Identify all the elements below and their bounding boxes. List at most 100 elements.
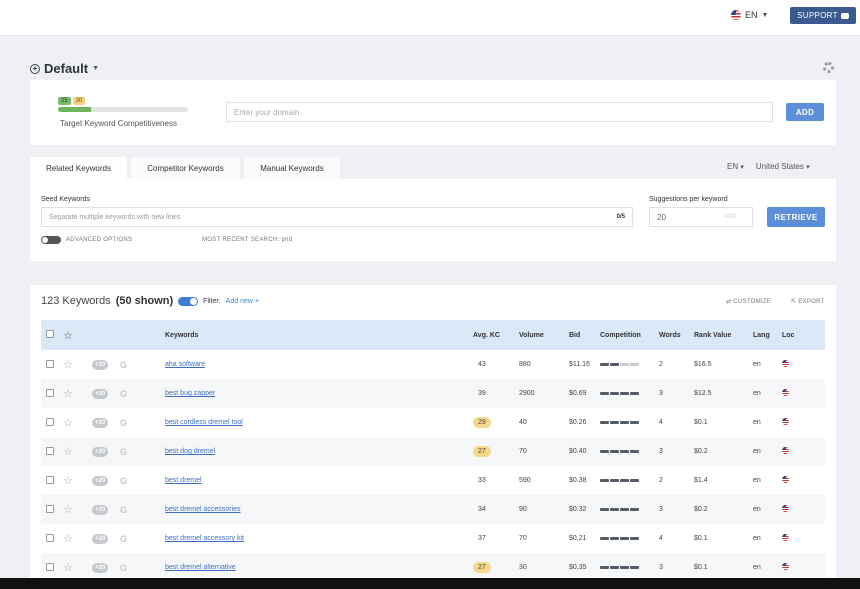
google-icon[interactable]: G: [120, 504, 128, 515]
keyword-link[interactable]: best dremel: [165, 477, 202, 484]
row-checkbox[interactable]: [46, 504, 54, 513]
add-20-icon[interactable]: +20: [92, 388, 109, 399]
lang-value: en: [753, 448, 761, 455]
add-20-icon[interactable]: +20: [92, 446, 109, 457]
filter-toggle[interactable]: [178, 296, 199, 306]
export-button[interactable]: ⇱ EXPORT: [791, 299, 825, 305]
keyword-link[interactable]: best dremel accessory kit: [165, 535, 244, 542]
google-icon[interactable]: G: [120, 417, 128, 428]
project-selector[interactable]: + Default ▼: [30, 61, 99, 76]
seed-keywords-input[interactable]: Separate multiple keywords with new line…: [41, 207, 633, 227]
competition-segment: [600, 537, 609, 540]
select-all-checkbox[interactable]: [46, 330, 54, 338]
support-button[interactable]: SUPPORT: [790, 7, 856, 24]
google-icon[interactable]: G: [120, 359, 128, 370]
tab-competitor-keywords[interactable]: Competitor Keywords: [131, 157, 240, 179]
row-checkbox[interactable]: [46, 446, 54, 455]
row-checkbox[interactable]: [46, 417, 54, 426]
words-value: 2: [659, 361, 663, 368]
col-competition[interactable]: Competition: [600, 331, 641, 339]
suggestions-label: Suggestions per keyword: [649, 196, 728, 203]
col-words[interactable]: Words: [659, 331, 681, 339]
star-icon[interactable]: ☆: [63, 504, 73, 516]
suggestions-input[interactable]: 20 /400: [649, 207, 753, 227]
words-value: 3: [659, 448, 663, 455]
tab-manual-keywords[interactable]: Manual Keywords: [244, 157, 340, 179]
col-loc[interactable]: Loc: [782, 331, 795, 339]
keyword-link[interactable]: best bug zapper: [165, 390, 216, 397]
star-icon[interactable]: ☆: [63, 533, 73, 545]
us-flag-icon: [782, 505, 789, 512]
row-checkbox[interactable]: [46, 533, 54, 542]
advanced-options-label[interactable]: ADVANCED OPTIONS: [66, 237, 133, 243]
row-checkbox[interactable]: [46, 359, 54, 368]
keyword-link[interactable]: best dremel alternative: [165, 564, 236, 571]
chevron-down-icon: ▾: [806, 164, 810, 171]
google-icon[interactable]: G: [120, 446, 128, 457]
rank-value: $12.5: [694, 390, 712, 397]
col-lang[interactable]: Lang: [753, 331, 770, 339]
col-rank-value[interactable]: Rank Value: [694, 331, 732, 339]
keyword-link[interactable]: best dremel accessories: [165, 506, 241, 513]
bid-value: $0.32: [569, 506, 587, 513]
row-checkbox[interactable]: [46, 388, 54, 397]
add-button[interactable]: ADD: [786, 103, 824, 121]
google-icon[interactable]: G: [120, 533, 128, 544]
add-20-icon[interactable]: +20: [92, 504, 109, 515]
star-icon[interactable]: ☆: [63, 446, 73, 458]
chevron-down-icon: ▼: [761, 11, 769, 19]
add-filter-link[interactable]: Add new +: [225, 297, 259, 305]
bottom-strip: [0, 578, 860, 589]
star-header-icon[interactable]: ☆: [63, 329, 73, 342]
google-icon[interactable]: G: [120, 562, 128, 573]
keyword-link[interactable]: best cordless dremel tool: [165, 419, 243, 426]
volume-value: 70: [519, 535, 527, 542]
add-20-icon[interactable]: +20: [92, 562, 109, 573]
competition-segment: [610, 392, 619, 395]
retrieve-button[interactable]: RETRIEVE: [767, 207, 825, 227]
star-icon[interactable]: ☆: [63, 475, 73, 487]
add-20-icon[interactable]: +20: [92, 359, 109, 370]
language-selector[interactable]: EN ▼: [731, 10, 768, 20]
col-volume[interactable]: Volume: [519, 331, 544, 339]
keyword-link[interactable]: best dog dremel: [165, 448, 216, 455]
gear-icon[interactable]: [823, 62, 834, 73]
competition-segment: [610, 508, 619, 511]
add-20-icon[interactable]: +20: [92, 533, 109, 544]
domain-input[interactable]: Enter your domain: [226, 102, 773, 122]
lang-value: en: [753, 564, 761, 571]
competition-segment: [620, 537, 629, 540]
us-flag-icon: [782, 389, 789, 396]
row-checkbox[interactable]: [46, 562, 54, 571]
locale-language-select[interactable]: EN ▾: [727, 162, 744, 171]
star-icon[interactable]: ☆: [63, 388, 73, 400]
col-keywords[interactable]: Keywords: [165, 331, 199, 339]
locale-country-select[interactable]: United States ▾: [756, 162, 810, 171]
col-avg-kc[interactable]: Avg. KC: [473, 331, 500, 339]
customize-button[interactable]: ⇄ CUSTOMIZE: [726, 299, 772, 305]
add-20-icon[interactable]: +20: [92, 417, 109, 428]
row-checkbox[interactable]: [46, 475, 54, 484]
tab-related-keywords[interactable]: Related Keywords: [30, 157, 127, 179]
google-icon[interactable]: G: [120, 475, 128, 486]
lang-value: en: [753, 506, 761, 513]
google-icon[interactable]: G: [120, 388, 128, 399]
keywords-table: ☆ Keywords Avg. KC Volume Bid Competitio…: [41, 320, 825, 582]
project-title: Default: [44, 61, 89, 76]
advanced-options-toggle[interactable]: [41, 236, 61, 244]
star-icon[interactable]: ☆: [63, 562, 73, 574]
col-bid[interactable]: Bid: [569, 331, 581, 339]
add-20-icon[interactable]: +20: [92, 475, 109, 486]
star-icon[interactable]: ☆: [63, 359, 73, 371]
competition-segment: [610, 479, 619, 482]
keyword-link[interactable]: aha software: [165, 361, 206, 368]
star-icon[interactable]: ☆: [63, 417, 73, 429]
